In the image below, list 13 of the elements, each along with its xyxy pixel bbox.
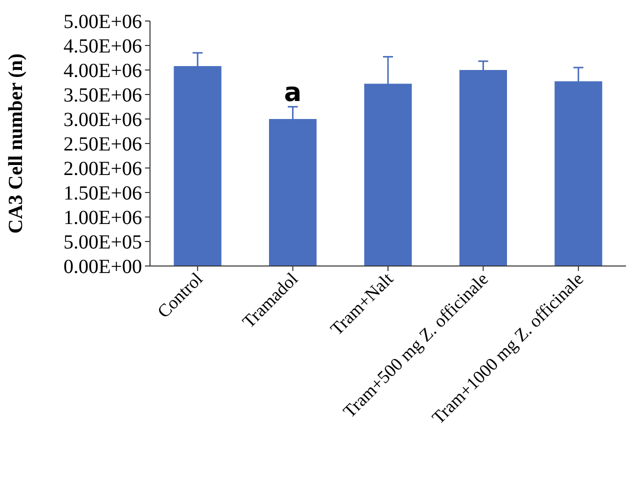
y-tick-label: 0.00E+00 (64, 256, 142, 278)
y-tick-label: 2.50E+06 (64, 134, 142, 156)
y-tick-label: 5.00E+06 (64, 11, 142, 33)
y-axis-title: CA3 Cell number (n) (5, 53, 27, 234)
y-tick-label: 3.00E+06 (64, 109, 142, 131)
y-tick-label: 1.00E+06 (64, 207, 142, 229)
y-tick-label: 4.00E+06 (64, 60, 142, 82)
y-tick-label: 5.00E+05 (64, 232, 142, 254)
annotation: a (284, 78, 302, 108)
y-tick-label: 3.50E+06 (64, 84, 142, 106)
y-tick-label: 2.00E+06 (64, 158, 142, 180)
y-tick-label: 1.50E+06 (64, 182, 142, 204)
y-tick-label: 4.50E+06 (64, 36, 142, 58)
